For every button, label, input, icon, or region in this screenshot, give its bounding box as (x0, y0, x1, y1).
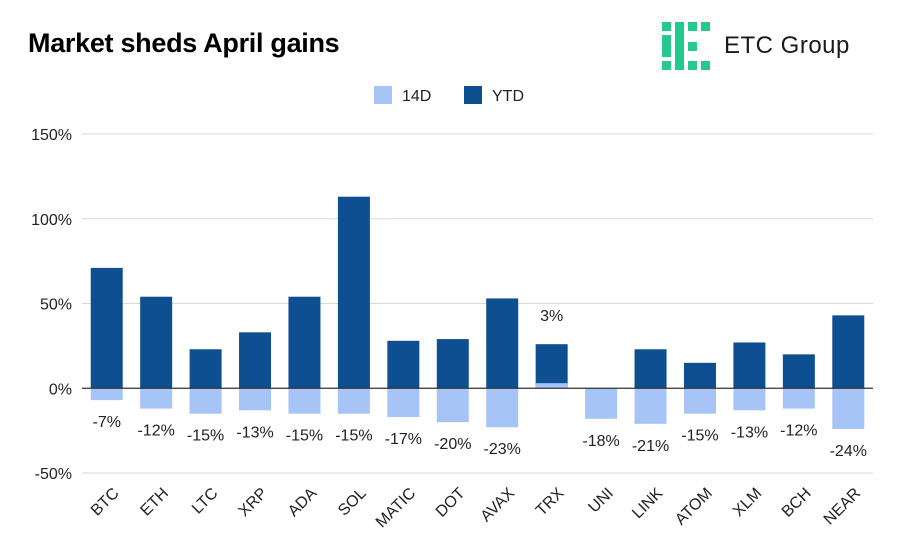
x-tick-label: BTC (88, 485, 123, 520)
x-tick-label: AVAX (478, 485, 519, 526)
d14-data-label: -15% (681, 428, 718, 445)
x-axis: BTC ETH LTC XRP ADA SOL MATIC DOT AVAX TRX UNI LINK… (88, 485, 864, 532)
d14-bar (782, 388, 815, 409)
ytd-bar (782, 354, 815, 389)
etc-group-logo-icon (662, 22, 710, 70)
x-tick-label: LTC (189, 485, 222, 518)
legend-swatch-14d (374, 86, 392, 104)
d14-bar (535, 383, 568, 389)
ytd-bar (535, 344, 568, 389)
brand-name: ETC Group (724, 32, 850, 59)
x-tick-label: ADA (285, 485, 321, 521)
y-tick-label: 0% (49, 381, 72, 398)
d14-data-label: -17% (385, 431, 422, 448)
d14-bar (337, 388, 370, 414)
ytd-bar (436, 339, 469, 389)
x-tick-label: ETH (137, 485, 172, 520)
d14-bar (486, 388, 519, 428)
ytd-bar (140, 296, 173, 389)
gridlines (82, 133, 873, 474)
x-tick-label: BCH (779, 485, 815, 521)
ytd-bar (634, 349, 667, 389)
legend-label-ytd: YTD (492, 88, 524, 105)
x-tick-label: MATIC (373, 485, 419, 531)
d14-bar (387, 388, 420, 418)
ytd-bar (486, 298, 519, 389)
d14-bar (634, 388, 667, 424)
d14-data-label: -18% (582, 433, 619, 450)
x-tick-label: SOL (335, 485, 370, 520)
d14-bar (90, 388, 123, 401)
legend: 14D YTD (374, 86, 524, 105)
ytd-bar (239, 332, 272, 389)
d14-bar (832, 388, 865, 429)
d14-data-label: -12% (137, 423, 174, 440)
ytd-bar (90, 267, 123, 389)
d14-data-label: -15% (335, 428, 372, 445)
d14-bar (239, 388, 272, 411)
legend-label-14d: 14D (402, 88, 431, 105)
d14-data-label: -13% (236, 424, 273, 441)
ytd-bar (387, 340, 420, 389)
d14-data-label: -23% (484, 441, 521, 458)
d14-data-label: 3% (540, 308, 563, 325)
d14-data-label: -13% (731, 424, 768, 441)
legend-swatch-ytd (464, 86, 482, 104)
d14-data-label: -15% (286, 428, 323, 445)
y-tick-label: 100% (31, 212, 72, 229)
x-tick-label: LINK (629, 485, 666, 522)
d14-bar (683, 388, 716, 414)
ytd-bar (832, 315, 865, 389)
d14-bar (288, 388, 321, 414)
d14-bar (436, 388, 469, 423)
x-tick-label: XLM (730, 485, 765, 520)
etc-group-logo: ETC Group (662, 22, 850, 70)
ytd-bar (337, 196, 370, 389)
ytd-bar (683, 362, 716, 389)
x-tick-label: TRX (533, 485, 568, 520)
bars (90, 196, 865, 429)
y-tick-label: 50% (40, 297, 72, 314)
x-tick-label: XRP (236, 485, 271, 520)
y-tick-label: 150% (31, 127, 72, 144)
d14-bar (585, 388, 618, 419)
y-tick-label: -50% (35, 466, 72, 483)
y-axis: -50% 0% 50% 100% 150% (31, 127, 72, 483)
chart-title: Market sheds April gains (28, 28, 340, 58)
d14-data-label: -24% (830, 443, 867, 460)
x-tick-label: UNI (585, 485, 617, 517)
d14-data-label: -12% (780, 423, 817, 440)
d14-bar (140, 388, 173, 409)
ytd-bar (189, 349, 222, 389)
x-tick-label: ATOM (672, 485, 716, 529)
x-tick-label: NEAR (821, 485, 864, 528)
d14-data-label: -7% (92, 414, 120, 431)
d14-data-label: -15% (187, 428, 224, 445)
d14-data-label: -21% (632, 438, 669, 455)
data-labels: -7% -12% -15% -13% -15% -15% -17% -20% -23% 3% -18… (92, 308, 866, 460)
ytd-bar (733, 342, 766, 389)
d14-bar (189, 388, 222, 414)
ytd-bar (288, 296, 321, 389)
x-tick-label: DOT (433, 485, 469, 521)
d14-data-label: -20% (434, 436, 471, 453)
d14-bar (733, 388, 766, 411)
